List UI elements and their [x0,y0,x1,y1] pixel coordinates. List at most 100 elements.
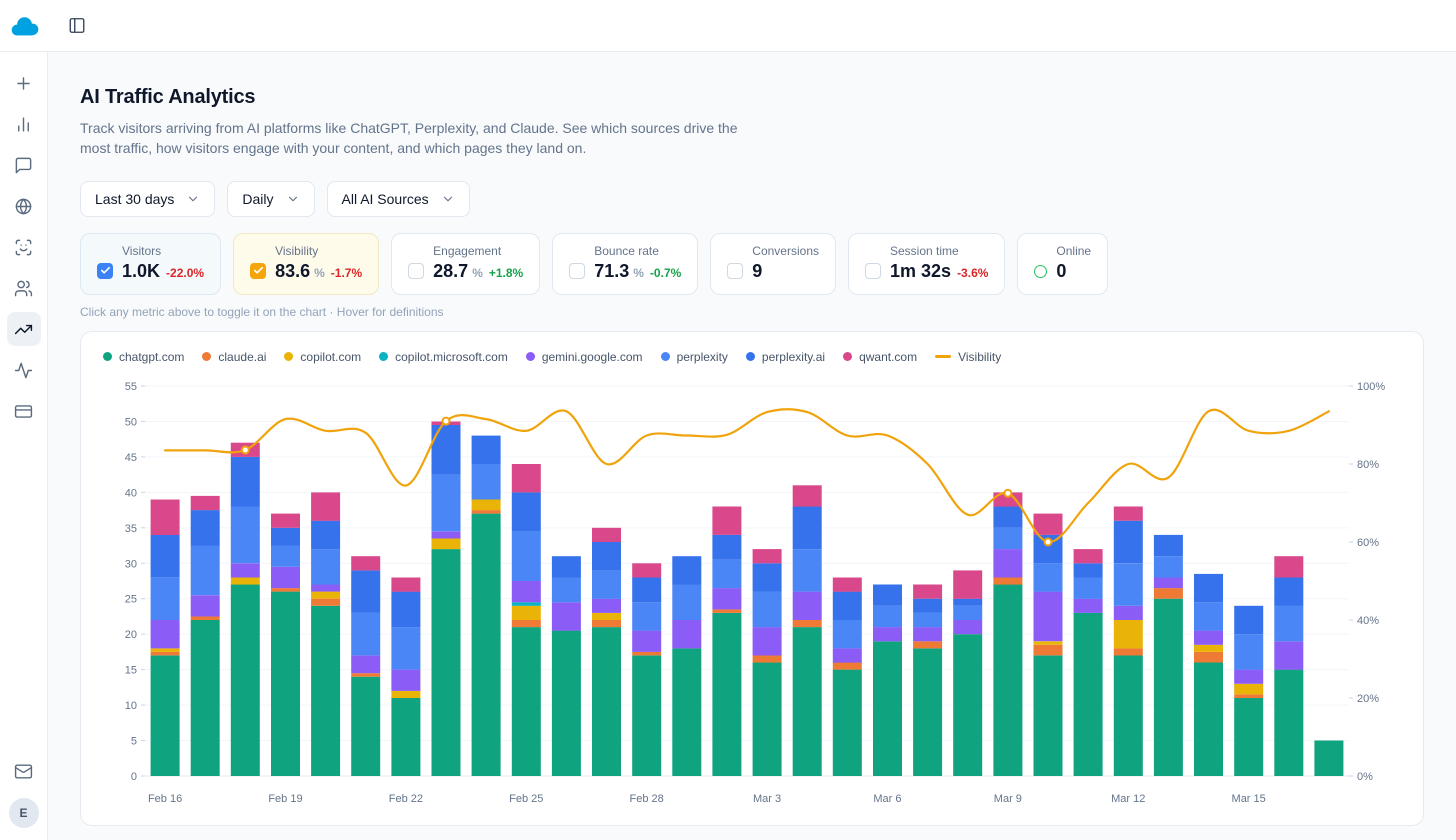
bar-segment-qwant.com[interactable] [190,495,220,510]
bar-segment-gemini.google.com[interactable] [1033,591,1063,641]
bar-segment-gemini.google.com[interactable] [431,530,461,539]
legend-item-copilot.com[interactable]: copilot.com [284,350,361,364]
metric-checkbox-visitors[interactable] [97,262,113,279]
bar-segment-perplexity[interactable] [592,569,621,599]
bar-segment-perplexity[interactable] [672,584,702,620]
bar-segment-chatgpt.com[interactable] [1153,598,1183,776]
bar-segment-gemini.google.com[interactable] [752,626,782,656]
bar-segment-chatgpt.com[interactable] [551,630,581,776]
bar-segment-perplexity[interactable] [1194,601,1223,631]
bar-segment-gemini.google.com[interactable] [1153,577,1183,588]
bar-segment-chatgpt.com[interactable] [1073,612,1103,776]
bar-segment-gemini.google.com[interactable] [993,548,1023,578]
bar-segment-chatgpt.com[interactable] [471,513,501,776]
bar-segment-claude.ai[interactable] [913,640,943,648]
bar-segment-chatgpt.com[interactable] [832,669,862,776]
bar-segment-claude.ai[interactable] [792,619,822,627]
bar-segment-chatgpt.com[interactable] [1274,669,1304,776]
bar-segment-copilot.com[interactable] [431,538,461,549]
bar-segment-gemini.google.com[interactable] [1113,605,1143,620]
bar-segment-gemini.google.com[interactable] [672,619,702,648]
sidebar-item-billing[interactable] [7,394,41,428]
bar-segment-claude.ai[interactable] [1033,644,1063,655]
bar-segment-perplexity[interactable] [190,545,220,595]
bar-segment-gemini.google.com[interactable] [913,626,943,641]
metric-checkbox-session-time[interactable] [865,262,881,279]
bar-segment-gemini.google.com[interactable] [712,587,742,609]
bar-segment-copilot.com[interactable] [391,690,421,698]
bar-segment-qwant.com[interactable] [832,577,862,592]
bar-segment-chatgpt.com[interactable] [752,662,782,776]
bar-segment-perplexity[interactable] [551,577,581,602]
bar-segment-perplexity[interactable] [632,601,662,631]
bar-segment-perplexity[interactable] [792,548,822,592]
bar-segment-perplexity[interactable] [712,559,742,588]
sidebar-item-trends[interactable] [6,312,41,346]
metric-card-session-time[interactable]: Session time 1m 32s -3.6% [848,232,1006,295]
legend-item-copilot.microsoft.com[interactable]: copilot.microsoft.com [379,350,508,364]
bar-segment-perplexity.ai[interactable] [1194,573,1223,602]
bar-segment-chatgpt.com[interactable] [792,626,822,776]
bar-segment-copilot.com[interactable] [311,591,341,599]
bar-segment-perplexity.ai[interactable] [190,509,220,546]
bar-segment-perplexity[interactable] [1033,562,1063,592]
bar-segment-perplexity[interactable] [311,548,341,585]
metric-card-bounce-rate[interactable]: Bounce rate 71.3% -0.7% [552,232,699,295]
bar-segment-copilot.com[interactable] [1194,644,1223,652]
bar-segment-qwant.com[interactable] [953,569,983,599]
app-logo[interactable] [0,15,48,37]
bar-segment-qwant.com[interactable] [993,491,1023,507]
bar-segment-qwant.com[interactable] [712,506,742,535]
bar-segment-perplexity.ai[interactable] [832,591,862,620]
bar-segment-perplexity.ai[interactable] [150,534,180,577]
bar-segment-gemini.google.com[interactable] [592,598,621,613]
bar-segment-claude.ai[interactable] [752,655,782,663]
bar-segment-perplexity[interactable] [1234,633,1264,670]
bar-segment-perplexity.ai[interactable] [1153,534,1183,556]
metric-card-online[interactable]: Online 0 [1017,232,1109,295]
bar-segment-chatgpt.com[interactable] [672,647,702,776]
bar-segment-perplexity[interactable] [752,591,782,627]
bar-segment-gemini.google.com[interactable] [551,601,581,631]
bar-segment-claude.ai[interactable] [311,598,341,606]
bar-segment-copilot.com[interactable] [1113,619,1143,648]
metric-card-visitors[interactable]: Visitors 1.0K -22.0% [80,232,222,295]
bar-segment-perplexity[interactable] [832,619,862,648]
bar-segment-qwant.com[interactable] [351,555,381,570]
legend-item-chatgpt.com[interactable]: chatgpt.com [103,350,184,364]
legend-item-claude.ai[interactable]: claude.ai [202,350,266,364]
bar-segment-gemini.google.com[interactable] [271,566,300,588]
bar-segment-copilot.com[interactable] [230,577,260,585]
bar-segment-qwant.com[interactable] [511,463,541,492]
bar-segment-chatgpt.com[interactable] [230,584,260,776]
legend-item-qwant.com[interactable]: qwant.com [843,350,917,364]
bar-segment-qwant.com[interactable] [632,562,662,578]
bar-segment-chatgpt.com[interactable] [190,619,220,776]
bar-segment-perplexity[interactable] [1274,605,1304,641]
bar-segment-copilot.com[interactable] [1033,640,1063,645]
sidebar-item-new[interactable] [7,66,41,100]
bar-segment-perplexity[interactable] [150,577,180,620]
metric-card-engagement[interactable]: Engagement 28.7% +1.8% [391,232,541,295]
sidebar-item-web[interactable] [7,189,41,223]
bar-segment-perplexity[interactable] [511,530,541,581]
bar-segment-copilot.com[interactable] [471,499,501,510]
bar-segment-perplexity[interactable] [993,527,1023,549]
bar-segment-chatgpt.com[interactable] [150,655,180,776]
bar-segment-perplexity[interactable] [351,612,381,655]
bar-segment-perplexity.ai[interactable] [511,491,541,531]
bar-segment-claude.ai[interactable] [351,672,381,677]
bar-segment-chatgpt.com[interactable] [1194,662,1223,776]
bar-segment-claude.ai[interactable] [511,619,541,627]
bar-segment-perplexity[interactable] [913,612,943,627]
sidebar-toggle-button[interactable] [62,11,92,41]
bar-segment-gemini.google.com[interactable] [230,562,260,578]
bar-segment-claude.ai[interactable] [190,616,220,620]
bar-segment-chatgpt.com[interactable] [712,612,742,776]
bar-segment-qwant.com[interactable] [271,513,300,528]
bar-segment-gemini.google.com[interactable] [1274,640,1304,670]
bar-segment-qwant.com[interactable] [752,548,782,563]
bar-segment-gemini.google.com[interactable] [832,647,862,663]
bar-segment-perplexity.ai[interactable] [1274,577,1304,606]
bar-segment-gemini.google.com[interactable] [351,655,381,673]
